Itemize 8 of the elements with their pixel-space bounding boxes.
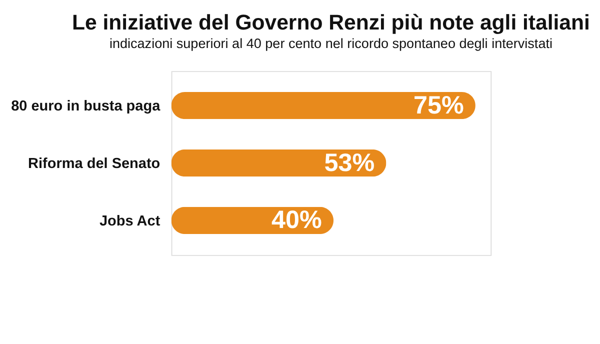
data-label: 40% <box>272 206 322 234</box>
y-tick-label: Jobs Act <box>99 213 160 230</box>
y-tick-label: Riforma del Senato <box>28 156 160 172</box>
chart-subtitle: indicazioni superiori al 40 per cento nel ricordo spontaneo degli intervistati <box>109 36 552 51</box>
data-label: 53% <box>324 148 375 177</box>
chart-title: Le iniziative del Governo Renzi più note agli italiani <box>72 10 590 34</box>
y-tick-label: 80 euro in busta paga <box>11 98 162 114</box>
data-label: 75% <box>413 91 464 120</box>
